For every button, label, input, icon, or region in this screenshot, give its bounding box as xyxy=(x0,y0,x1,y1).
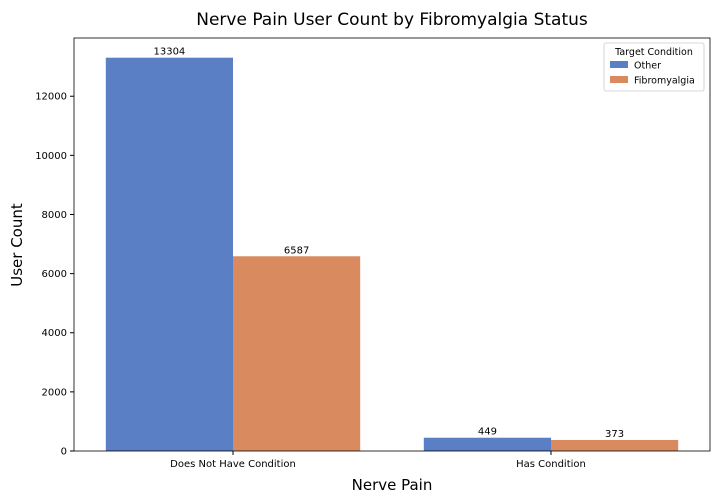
y-tick-label: 6000 xyxy=(42,269,67,280)
bar-value-label: 13304 xyxy=(153,47,185,58)
legend-title: Target Condition xyxy=(614,47,693,58)
y-tick-label: 12000 xyxy=(35,92,67,103)
legend: Target Condition Other Fibromyalgia xyxy=(603,42,705,92)
bar-value-label: 449 xyxy=(478,427,497,438)
bar xyxy=(551,439,679,451)
plot-area: 13304 6587 Does Not Have Condition 449 373 Ha… xyxy=(35,37,711,470)
y-tick-label: 10000 xyxy=(35,151,67,162)
y-tick-label: 8000 xyxy=(42,210,67,221)
plot-frame xyxy=(73,37,711,452)
bar-value-label: 373 xyxy=(605,429,624,440)
legend-entry: Fibromyalgia xyxy=(634,76,695,87)
x-tick-label: Does Not Have Condition xyxy=(170,459,296,470)
bar xyxy=(105,57,233,452)
y-tick-label: 2000 xyxy=(42,387,67,398)
bar-value-label: 6587 xyxy=(284,245,309,256)
x-tick-label: Has Condition xyxy=(516,459,586,470)
bar xyxy=(233,256,361,451)
y-tick-label: 4000 xyxy=(42,328,67,339)
legend-swatch xyxy=(610,76,628,83)
bar xyxy=(423,437,551,451)
legend-swatch xyxy=(610,61,628,68)
y-tick-label: 0 xyxy=(61,447,67,458)
legend-entry: Other xyxy=(634,61,661,72)
chart-title: Nerve Pain User Count by Fibromyalgia St… xyxy=(196,10,588,30)
legend-box xyxy=(603,42,705,92)
y-axis-title: User Count xyxy=(8,203,26,287)
x-axis-title: Nerve Pain xyxy=(352,476,433,494)
